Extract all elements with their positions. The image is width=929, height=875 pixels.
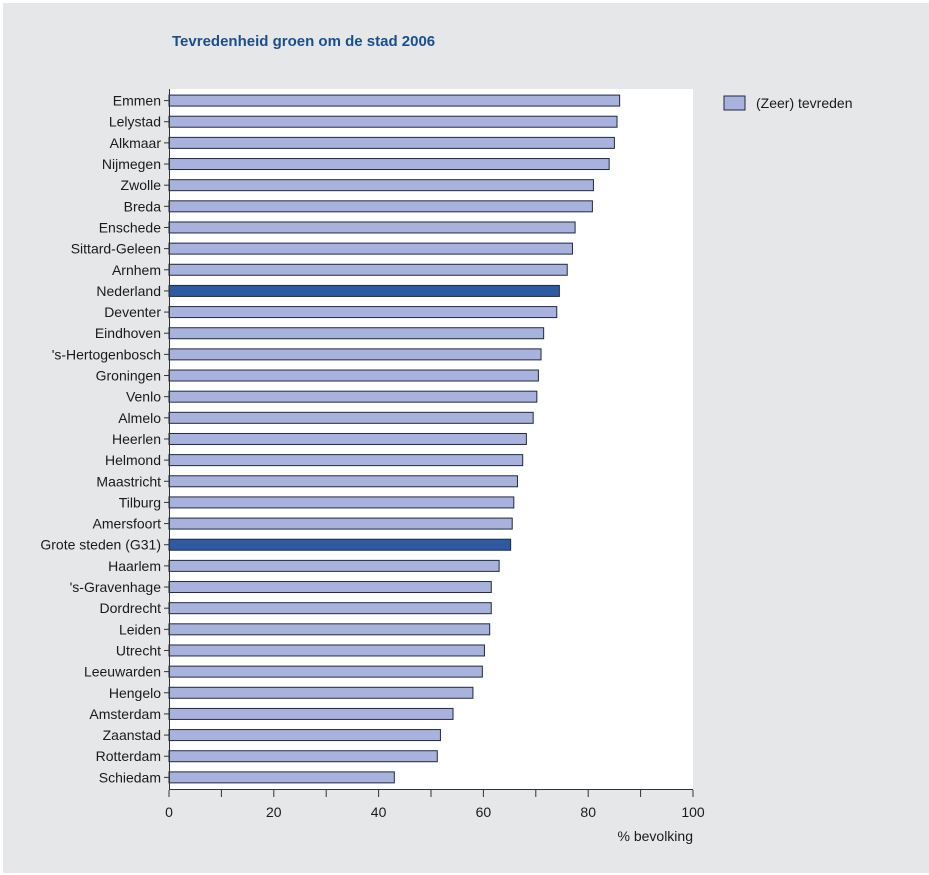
category-label: Almelo [118, 410, 161, 426]
bar-zaanstad [168, 729, 441, 742]
category-label: Nederland [96, 283, 161, 299]
x-tick-label: 20 [266, 804, 282, 820]
category-label: Leiden [119, 621, 161, 637]
bar-enschede [168, 221, 576, 234]
bar-lelystad [168, 115, 618, 128]
bar-groningen [168, 369, 539, 382]
category-label: Maastricht [96, 473, 161, 489]
bar-haarlem [168, 559, 500, 572]
category-label: Deventer [104, 304, 161, 320]
category-label: Tilburg [119, 494, 161, 510]
legend: (Zeer) tevreden [723, 95, 852, 111]
category-label: Leeuwarden [84, 664, 161, 680]
bar-schiedam [168, 771, 395, 784]
category-label: 's-Hertogenbosch [52, 346, 161, 362]
bar-breda [168, 200, 593, 213]
bar-tilburg [168, 496, 515, 509]
category-label: Venlo [126, 389, 161, 405]
bar-deventer [168, 306, 558, 319]
category-label: Arnhem [112, 262, 161, 278]
category-label: Eindhoven [95, 325, 161, 341]
bar-nijmegen [168, 158, 610, 171]
bar-alkmaar [168, 136, 615, 149]
bar-eindhoven [168, 327, 545, 340]
category-label: Rotterdam [96, 748, 161, 764]
bar-helmond [168, 454, 524, 467]
category-label: Dordrecht [100, 600, 162, 616]
category-label: Breda [124, 198, 162, 214]
bar-s-hertogenbosch [168, 348, 542, 361]
category-label: Groningen [96, 368, 161, 384]
legend-swatch [723, 95, 746, 111]
bar-grote-steden-g31 [168, 538, 512, 551]
bars-group [168, 94, 621, 784]
bar-heerlen [168, 432, 527, 445]
x-tick-label: 100 [681, 804, 705, 820]
bar-dordrecht [168, 602, 492, 615]
category-label: Lelystad [109, 114, 161, 130]
bar-maastricht [168, 475, 518, 488]
category-label: Sittard-Geleen [71, 241, 161, 257]
bar-amersfoort [168, 517, 513, 530]
bar-arnhem [168, 263, 568, 276]
bar-emmen [168, 94, 621, 107]
category-label: 's-Gravenhage [70, 579, 162, 595]
category-label: Nijmegen [102, 156, 161, 172]
bar-almelo [168, 411, 534, 424]
bar-amsterdam [168, 707, 454, 720]
category-label: Haarlem [108, 558, 161, 574]
category-label: Grote steden (G31) [40, 537, 161, 553]
category-label: Zaanstad [103, 727, 161, 743]
x-axis-ticks: 0 20 40 60 80 100 [165, 790, 705, 820]
bar-venlo [168, 390, 538, 403]
bar-leiden [168, 623, 491, 636]
bar-sittard-geleen [168, 242, 573, 255]
category-label: Alkmaar [110, 135, 162, 151]
category-labels: Emmen Lelystad Alkmaar Nijmegen Zwolle Breda E… [40, 89, 170, 790]
bar-zwolle [168, 179, 594, 192]
category-label: Utrecht [116, 642, 161, 658]
x-axis-label: % bevolking [618, 828, 694, 844]
legend-label: (Zeer) tevreden [756, 95, 852, 111]
category-label: Amersfoort [93, 516, 162, 532]
x-tick-label: 40 [371, 804, 387, 820]
x-tick-label: 80 [580, 804, 596, 820]
chart-title: Tevredenheid groen om de stad 2006 [172, 33, 435, 50]
x-tick-label: 60 [476, 804, 492, 820]
bar-utrecht [168, 644, 485, 657]
category-label: Emmen [113, 93, 161, 109]
category-label: Schiedam [99, 769, 161, 785]
category-label: Amsterdam [89, 706, 161, 722]
bar-hengelo [168, 686, 474, 699]
bar-s-gravenhage [168, 581, 492, 594]
category-label: Zwolle [121, 177, 162, 193]
bar-rotterdam [168, 750, 438, 763]
bar-nederland [168, 284, 560, 297]
category-label: Heerlen [112, 431, 161, 447]
bar-leeuwarden [168, 665, 483, 678]
x-tick-label: 0 [165, 804, 173, 820]
category-label: Enschede [99, 219, 161, 235]
category-label: Hengelo [109, 685, 161, 701]
category-label: Helmond [105, 452, 161, 468]
